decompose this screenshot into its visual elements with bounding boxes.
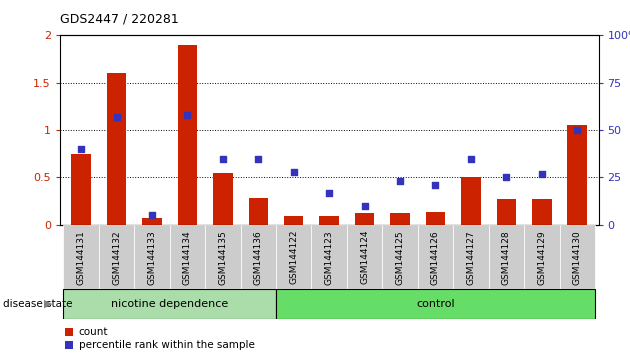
Bar: [355, 213, 374, 225]
Bar: [559, 225, 595, 289]
Bar: [64, 289, 276, 319]
Bar: [71, 154, 91, 225]
Text: control: control: [416, 298, 455, 309]
Text: GSM144128: GSM144128: [502, 230, 511, 285]
Bar: [142, 218, 162, 225]
Text: GSM144126: GSM144126: [431, 230, 440, 285]
Bar: [134, 225, 169, 289]
Bar: [99, 225, 134, 289]
Bar: [319, 216, 339, 225]
Point: [430, 182, 440, 188]
Bar: [453, 225, 489, 289]
Bar: [418, 225, 453, 289]
Point: [76, 146, 86, 152]
Bar: [391, 213, 410, 225]
Text: GSM144123: GSM144123: [324, 230, 334, 285]
Text: GSM144131: GSM144131: [77, 230, 86, 285]
Bar: [532, 199, 551, 225]
Bar: [213, 173, 232, 225]
Text: GSM144130: GSM144130: [573, 230, 581, 285]
Bar: [169, 225, 205, 289]
Point: [112, 114, 122, 120]
Text: nicotine dependence: nicotine dependence: [111, 298, 228, 309]
Point: [324, 190, 334, 195]
Bar: [347, 225, 382, 289]
Point: [218, 156, 228, 161]
Text: ▶: ▶: [44, 299, 52, 309]
Bar: [107, 73, 126, 225]
Bar: [276, 225, 311, 289]
Text: GSM144129: GSM144129: [537, 230, 546, 285]
Bar: [426, 212, 445, 225]
Text: disease state: disease state: [3, 299, 72, 309]
Point: [360, 203, 370, 209]
Text: GSM144125: GSM144125: [396, 230, 404, 285]
Bar: [524, 225, 559, 289]
Point: [501, 175, 512, 180]
Bar: [205, 225, 241, 289]
Point: [183, 112, 193, 118]
Point: [289, 169, 299, 175]
Bar: [496, 199, 516, 225]
Point: [466, 156, 476, 161]
Text: GSM144124: GSM144124: [360, 230, 369, 284]
Point: [147, 212, 157, 218]
Point: [572, 127, 582, 133]
Bar: [178, 45, 197, 225]
Text: GDS2447 / 220281: GDS2447 / 220281: [60, 12, 178, 25]
Text: GSM144127: GSM144127: [466, 230, 476, 285]
Text: GSM144133: GSM144133: [147, 230, 156, 285]
Bar: [382, 225, 418, 289]
Point: [253, 156, 263, 161]
Bar: [284, 216, 304, 225]
Legend: count, percentile rank within the sample: count, percentile rank within the sample: [65, 327, 255, 350]
Bar: [241, 225, 276, 289]
Text: GSM144135: GSM144135: [219, 230, 227, 285]
Text: GSM144134: GSM144134: [183, 230, 192, 285]
Bar: [64, 225, 99, 289]
Text: GSM144136: GSM144136: [254, 230, 263, 285]
Bar: [311, 225, 347, 289]
Text: GSM144122: GSM144122: [289, 230, 298, 284]
Point: [395, 178, 405, 184]
Text: GSM144132: GSM144132: [112, 230, 121, 285]
Point: [537, 171, 547, 177]
Bar: [249, 198, 268, 225]
Bar: [276, 289, 595, 319]
Bar: [568, 125, 587, 225]
Bar: [461, 177, 481, 225]
Bar: [489, 225, 524, 289]
